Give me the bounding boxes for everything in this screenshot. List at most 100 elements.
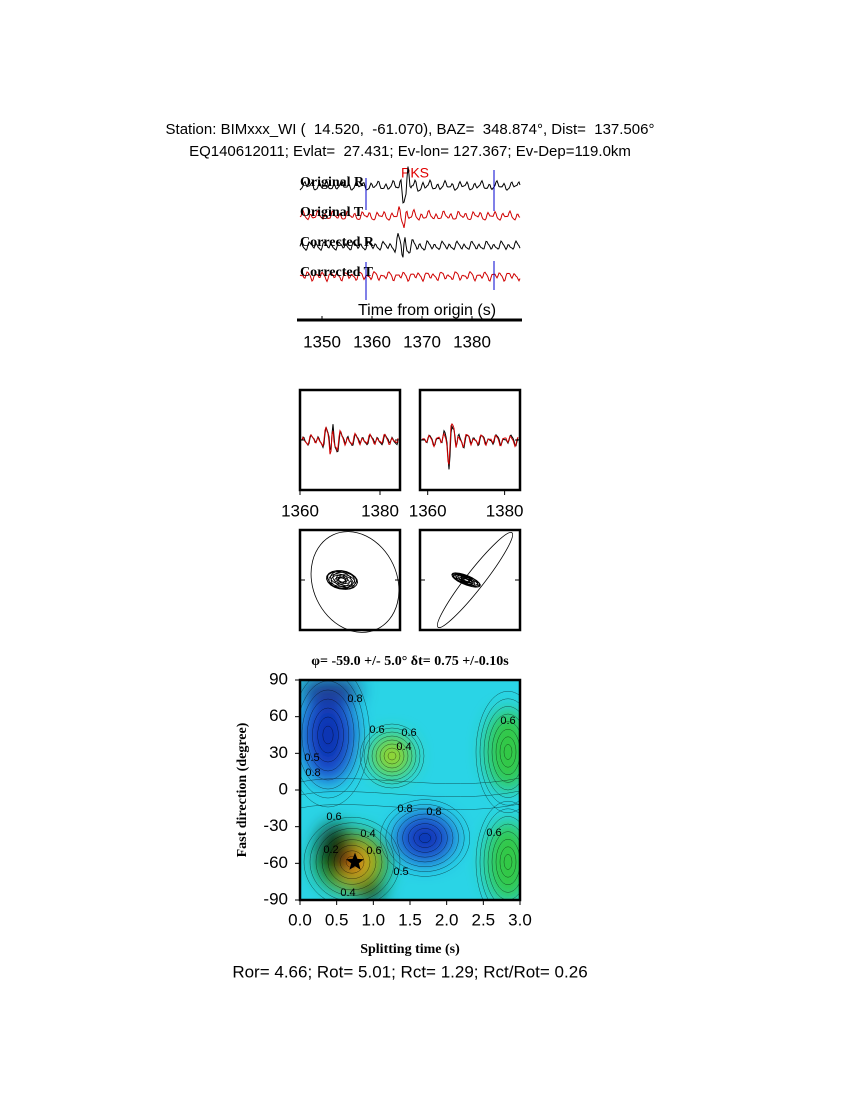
contour bbox=[419, 832, 431, 844]
contour bbox=[391, 808, 459, 868]
x-tick-label: 1360 bbox=[353, 332, 391, 351]
x-tick-label: 1360 bbox=[281, 501, 319, 520]
x-tick-label: 1380 bbox=[453, 332, 491, 351]
x-tick-label: 1360 bbox=[409, 501, 447, 520]
trace-label: Original R bbox=[300, 175, 365, 190]
x-tick-label: 3.0 bbox=[508, 910, 532, 929]
x-tick-label: 1.5 bbox=[398, 910, 422, 929]
x-tick-label: 2.5 bbox=[472, 910, 496, 929]
x-tick-label: 0.5 bbox=[325, 910, 349, 929]
particle-motion bbox=[326, 570, 359, 590]
contour bbox=[483, 706, 520, 798]
contour bbox=[379, 743, 405, 769]
color-blob bbox=[317, 824, 353, 876]
contour bbox=[503, 744, 513, 760]
contour bbox=[327, 839, 377, 885]
contour-lines bbox=[300, 680, 520, 900]
x-tick-label: 2.0 bbox=[435, 910, 459, 929]
contour bbox=[300, 680, 365, 799]
x-tick-label: 1380 bbox=[486, 501, 524, 520]
contour bbox=[396, 813, 454, 863]
station-info: Station: BIMxxx_WI ( 14.520, -61.070), B… bbox=[166, 121, 655, 138]
contour bbox=[483, 816, 520, 900]
contour bbox=[301, 689, 355, 781]
contour bbox=[413, 828, 437, 848]
x-tick-label: 1370 bbox=[403, 332, 441, 351]
contour-label: 0.4 bbox=[340, 887, 355, 899]
color-blob bbox=[486, 822, 520, 900]
panel-frame bbox=[298, 528, 402, 632]
contour bbox=[300, 777, 520, 784]
y-tick-label: -90 bbox=[263, 889, 288, 908]
contour-label: 0.5 bbox=[304, 752, 319, 764]
y-tick-label: -30 bbox=[263, 816, 288, 835]
x-axis-title: Time from origin (s) bbox=[358, 302, 496, 319]
waveform bbox=[299, 233, 521, 258]
contour-label: 0.6 bbox=[401, 727, 416, 739]
contour bbox=[407, 823, 443, 853]
waveform bbox=[299, 270, 521, 283]
footer-stats: Ror= 4.66; Rot= 5.01; Rct= 1.29; Rct/Rot… bbox=[232, 962, 587, 981]
best-solution bbox=[346, 852, 364, 870]
contour bbox=[315, 828, 389, 896]
x-axis-title: Splitting time (s) bbox=[360, 942, 460, 957]
grid-title: φ= -59.0 +/- 5.0° δt= 0.75 +/-0.10s bbox=[311, 654, 509, 669]
contour-label: 0.6 bbox=[366, 845, 381, 857]
contour bbox=[322, 725, 334, 745]
y-tick-label: -60 bbox=[263, 853, 288, 872]
contour bbox=[379, 799, 471, 877]
y-tick-label: 60 bbox=[269, 706, 288, 725]
contour bbox=[487, 823, 520, 900]
color-blob bbox=[312, 703, 344, 767]
y-tick-label: 30 bbox=[269, 743, 288, 762]
y-tick-label: 0 bbox=[279, 779, 288, 798]
energy-map: 0.8 0.6 0.4 0.6 0.6 0.5 0.8 0.8 0.6 0.6 0.4 0.2 0.6 0… bbox=[300, 680, 520, 900]
contour bbox=[387, 751, 397, 761]
y-axis-title: Fast direction (degree) bbox=[235, 722, 250, 857]
trace-label: Original T bbox=[300, 205, 364, 220]
contour bbox=[309, 822, 395, 900]
contour bbox=[317, 716, 339, 754]
x-tick-label: 1380 bbox=[361, 501, 399, 520]
waveform bbox=[421, 422, 519, 465]
contour-label: 0.8 bbox=[347, 693, 362, 705]
contour-label: 0.6 bbox=[500, 715, 515, 727]
contour bbox=[312, 707, 344, 763]
waveform bbox=[299, 166, 521, 204]
trace-label: Corrected R bbox=[300, 235, 375, 250]
contour-label: 0.2 bbox=[323, 844, 338, 856]
contour bbox=[503, 854, 513, 870]
contour bbox=[487, 713, 520, 791]
contour bbox=[371, 735, 413, 777]
contour bbox=[363, 727, 421, 785]
contour-label: 0.5 bbox=[393, 866, 408, 878]
y-tick-label: 90 bbox=[269, 669, 288, 688]
particle-motion bbox=[451, 572, 481, 588]
contour-label: 0.6 bbox=[486, 827, 501, 839]
contour bbox=[383, 747, 401, 765]
contour bbox=[475, 800, 520, 900]
contour bbox=[402, 818, 448, 858]
contour bbox=[499, 736, 517, 768]
contour-label: 0.8 bbox=[426, 806, 441, 818]
contour-label: 0.6 bbox=[326, 811, 341, 823]
contour bbox=[385, 804, 465, 872]
contour-label: 0.8 bbox=[397, 803, 412, 815]
particle-motion bbox=[436, 531, 514, 629]
waveform bbox=[421, 424, 519, 470]
contour bbox=[375, 739, 409, 773]
waveform bbox=[301, 425, 399, 455]
contour bbox=[367, 731, 417, 781]
contour-label: 0.4 bbox=[396, 741, 411, 753]
x-tick-label: 1350 bbox=[303, 332, 341, 351]
contour bbox=[300, 803, 520, 810]
contour-label: 0.6 bbox=[369, 724, 384, 736]
contour bbox=[495, 838, 520, 886]
contour bbox=[306, 698, 350, 772]
contour bbox=[499, 846, 517, 878]
contour bbox=[359, 723, 425, 789]
contour bbox=[300, 790, 520, 797]
contour bbox=[339, 850, 365, 874]
contour bbox=[475, 690, 520, 814]
